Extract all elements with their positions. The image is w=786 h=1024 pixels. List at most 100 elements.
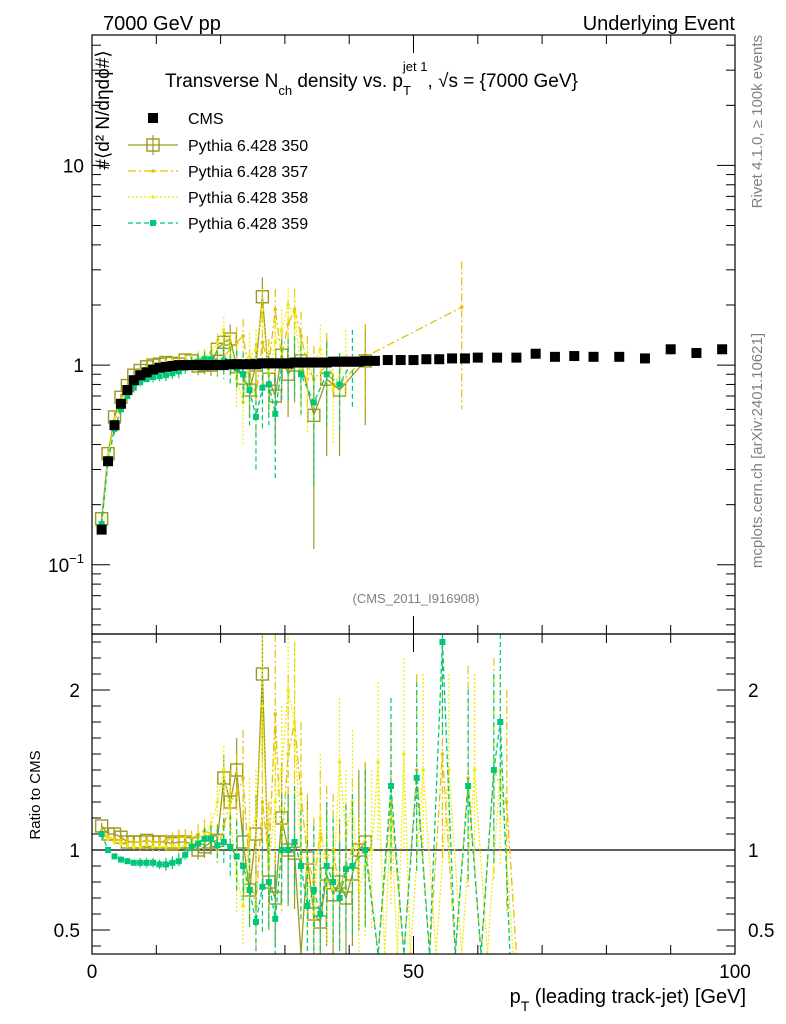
data-point xyxy=(265,381,272,388)
ratio-point xyxy=(137,859,144,866)
ratio-point xyxy=(357,888,361,892)
cms-point xyxy=(360,355,371,366)
xtick-label: 0 xyxy=(87,962,98,983)
cms-point xyxy=(199,360,210,371)
legend-label: Pythia 6.428 358 xyxy=(188,190,308,207)
ratio-point xyxy=(260,800,265,804)
ratio-point xyxy=(177,845,181,849)
data-point xyxy=(240,371,247,378)
ratio-point xyxy=(497,719,504,725)
legend-marker xyxy=(151,169,155,173)
cms-point xyxy=(122,385,133,396)
legend-label: CMS xyxy=(188,111,224,128)
ratio-point xyxy=(169,859,176,866)
ratio-point xyxy=(317,911,324,917)
data-point xyxy=(207,356,214,363)
cms-point xyxy=(408,355,419,366)
cms-point xyxy=(283,358,294,369)
ratio-point xyxy=(240,863,247,869)
ratio-point xyxy=(106,837,110,841)
legend-label: Pythia 6.428 350 xyxy=(188,138,308,155)
ratio-point xyxy=(318,816,323,820)
ratio-point xyxy=(164,845,168,849)
ratio-point xyxy=(259,883,266,890)
ratio-point xyxy=(278,847,285,853)
cms-point xyxy=(472,352,483,363)
legend-entry: Pythia 6.428 359 xyxy=(128,216,308,233)
title-sub2: T xyxy=(403,83,411,98)
ratio-point xyxy=(472,768,477,772)
cms-point xyxy=(193,360,204,371)
data-point xyxy=(272,410,279,417)
ratio-ylabel: Ratio to CMS xyxy=(27,750,44,839)
xtick-label: 100 xyxy=(719,962,751,983)
data-point xyxy=(215,340,220,345)
data-point xyxy=(162,372,169,379)
ratio-point xyxy=(157,845,162,849)
legend-marker xyxy=(148,113,158,123)
cms-point xyxy=(459,353,470,364)
ratio-point xyxy=(297,863,304,869)
ratio-point xyxy=(273,712,278,716)
cms-point xyxy=(135,370,146,381)
mcplots-note: mcplots.cern.ch [arXiv:2401.10621] xyxy=(749,333,766,568)
ratio-point xyxy=(323,863,330,869)
ratio-point xyxy=(273,800,278,804)
ratio-point xyxy=(247,832,252,836)
ratio-point xyxy=(362,847,369,853)
ytick-exp: −1 xyxy=(69,551,84,566)
ratio-point xyxy=(144,843,149,847)
data-point xyxy=(252,413,259,420)
data-point xyxy=(130,384,137,391)
ratio-point xyxy=(233,853,240,860)
data-point xyxy=(459,305,464,309)
ratio-point xyxy=(504,800,509,804)
cms-point xyxy=(154,362,165,373)
ratio-point xyxy=(175,858,182,865)
ratio-ytick-label-right: 1 xyxy=(748,841,759,862)
data-point xyxy=(299,334,303,338)
ratio-point xyxy=(465,783,472,789)
data-point xyxy=(297,371,304,378)
ratio-point xyxy=(183,843,188,847)
x-axis-label: pT (leading track-jet) [GeV] xyxy=(510,986,746,1014)
cms-point xyxy=(614,351,625,362)
cms-point xyxy=(492,352,503,363)
cms-point xyxy=(434,354,445,365)
data-point xyxy=(241,334,245,338)
data-point xyxy=(279,328,284,332)
cms-point xyxy=(447,353,458,364)
main-ylabel: #⟨d² N/dηdϕ#⟩ xyxy=(93,50,114,169)
ratio-point xyxy=(162,861,169,868)
data-point xyxy=(156,373,163,380)
ratio-point xyxy=(439,639,446,645)
cms-point xyxy=(212,360,223,371)
data-point xyxy=(273,340,278,345)
cms-point xyxy=(167,360,178,371)
cms-point xyxy=(263,358,274,369)
title-post: , √s = {7000 GeV} xyxy=(427,71,577,92)
xlabel-post: (leading track-jet) [GeV] xyxy=(529,986,746,1008)
cms-point xyxy=(321,357,332,368)
ratio-panel: 0.5 0.5 1 1 2 2 0 50 100 Ratio to CMS pT (leadi… xyxy=(27,633,774,1014)
ratio-point xyxy=(188,843,195,850)
cms-point xyxy=(128,375,139,386)
header-right: Underlying Event xyxy=(583,13,736,35)
cms-point xyxy=(395,355,406,366)
series-cms xyxy=(96,344,728,535)
ratio-point xyxy=(111,853,118,860)
ratio-point xyxy=(246,887,253,893)
cms-point xyxy=(180,360,191,371)
data-point xyxy=(143,376,150,383)
data-point xyxy=(318,347,323,352)
ratio-point xyxy=(117,856,124,863)
ratio-point xyxy=(349,863,356,869)
ratio-point xyxy=(143,859,150,866)
cms-point xyxy=(549,351,560,362)
ratio-point xyxy=(304,903,311,909)
data-point xyxy=(260,307,265,312)
ratio-point xyxy=(150,859,157,866)
ratio-point xyxy=(376,760,380,764)
legend-marker xyxy=(146,138,160,152)
data-point xyxy=(137,379,144,386)
